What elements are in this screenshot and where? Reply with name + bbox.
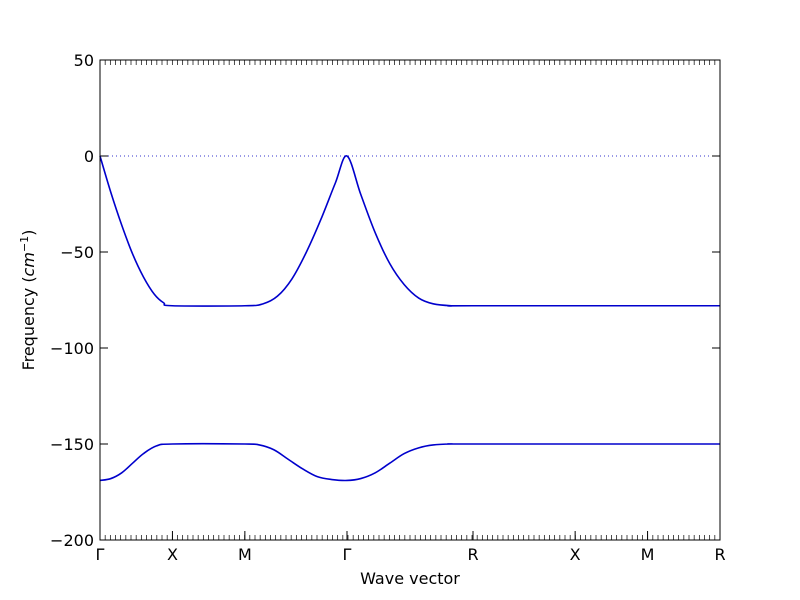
y-tick-label: 0 [84,147,94,166]
y-axis-label-unit-exponent: −1 [18,236,31,252]
series-line-1 [99,155,720,307]
y-tick-label: 50 [74,51,94,70]
y-tick-label: −200 [50,531,94,550]
y-axis-label-prefix: Frequency ( [19,276,38,370]
x-tick-label: X [167,545,178,564]
x-tick-label: R [714,545,725,564]
y-axis-label-suffix: ) [19,230,38,236]
x-axis-label: Wave vector [360,569,460,588]
x-tick-label: Γ [343,545,352,564]
plot-frame [99,59,721,541]
y-tick-label: −150 [50,435,94,454]
x-tick-label: M [641,545,655,564]
y-tick-label: −100 [50,339,94,358]
x-tick-label: Γ [96,545,105,564]
y-tick-label: −50 [60,243,94,262]
y-axis-label-unit: cm [19,252,38,276]
series-line-2 [99,443,720,482]
x-tick-label: R [467,545,478,564]
plot-layer: Γ X M Γ R X M R 50 0 −50 −100 −150 −200 [50,51,726,564]
y-axis-label: Frequency (cm−1) [18,230,39,371]
x-tick-label: X [570,545,581,564]
x-tick-label: M [238,545,252,564]
